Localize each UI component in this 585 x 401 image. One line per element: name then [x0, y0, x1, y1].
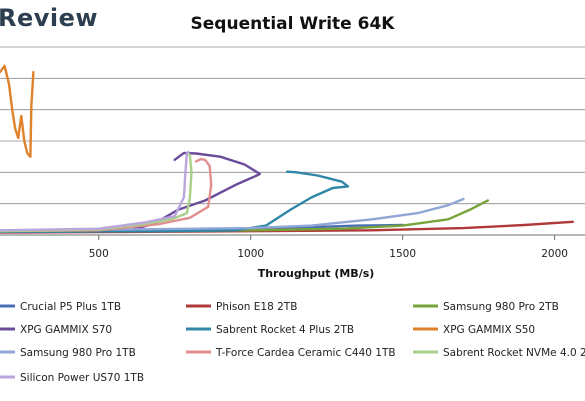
series-lines — [0, 64, 574, 234]
legend-label: Crucial P5 Plus 1TB — [20, 301, 121, 313]
gridlines — [0, 46, 585, 205]
x-tick-label: 1000 — [237, 248, 264, 260]
x-tick-label: 500 — [89, 248, 109, 260]
legend-label: Sabrent Rocket 4 Plus 2TB — [216, 324, 354, 336]
legend-label: Sabrent Rocket NVMe 4.0 2TB — [443, 347, 585, 359]
legend-label: XPG GAMMIX S50 — [443, 324, 535, 336]
x-tick-label: 2000 — [541, 248, 568, 260]
chart-title: Sequential Write 64K — [190, 14, 395, 34]
legend-label: XPG GAMMIX S70 — [20, 324, 112, 336]
legend-label: Silicon Power US70 1TB — [20, 372, 144, 384]
series-line-5 — [0, 64, 35, 158]
x-tick-label: 1500 — [389, 248, 416, 260]
series-line-4 — [0, 170, 350, 234]
x-axis-title: Throughput (MB/s) — [258, 267, 375, 280]
legend-label: Phison E18 2TB — [216, 301, 297, 313]
series-line-7 — [0, 158, 213, 233]
legend: Crucial P5 Plus 1TB Phison E18 2TB Samsung… — [0, 301, 585, 384]
legend-label: Samsung 980 Pro 2TB — [443, 301, 559, 313]
series-line-9 — [0, 150, 190, 232]
x-axis: 500 1000 1500 2000 — [0, 234, 585, 260]
series-line-6 — [0, 197, 465, 232]
legend-label: Samsung 980 Pro 1TB — [20, 347, 136, 359]
series-line-3 — [0, 151, 261, 233]
site-logo-text: Review — [0, 4, 99, 32]
legend-label: T-Force Cardea Ceramic C440 1TB — [215, 347, 396, 359]
